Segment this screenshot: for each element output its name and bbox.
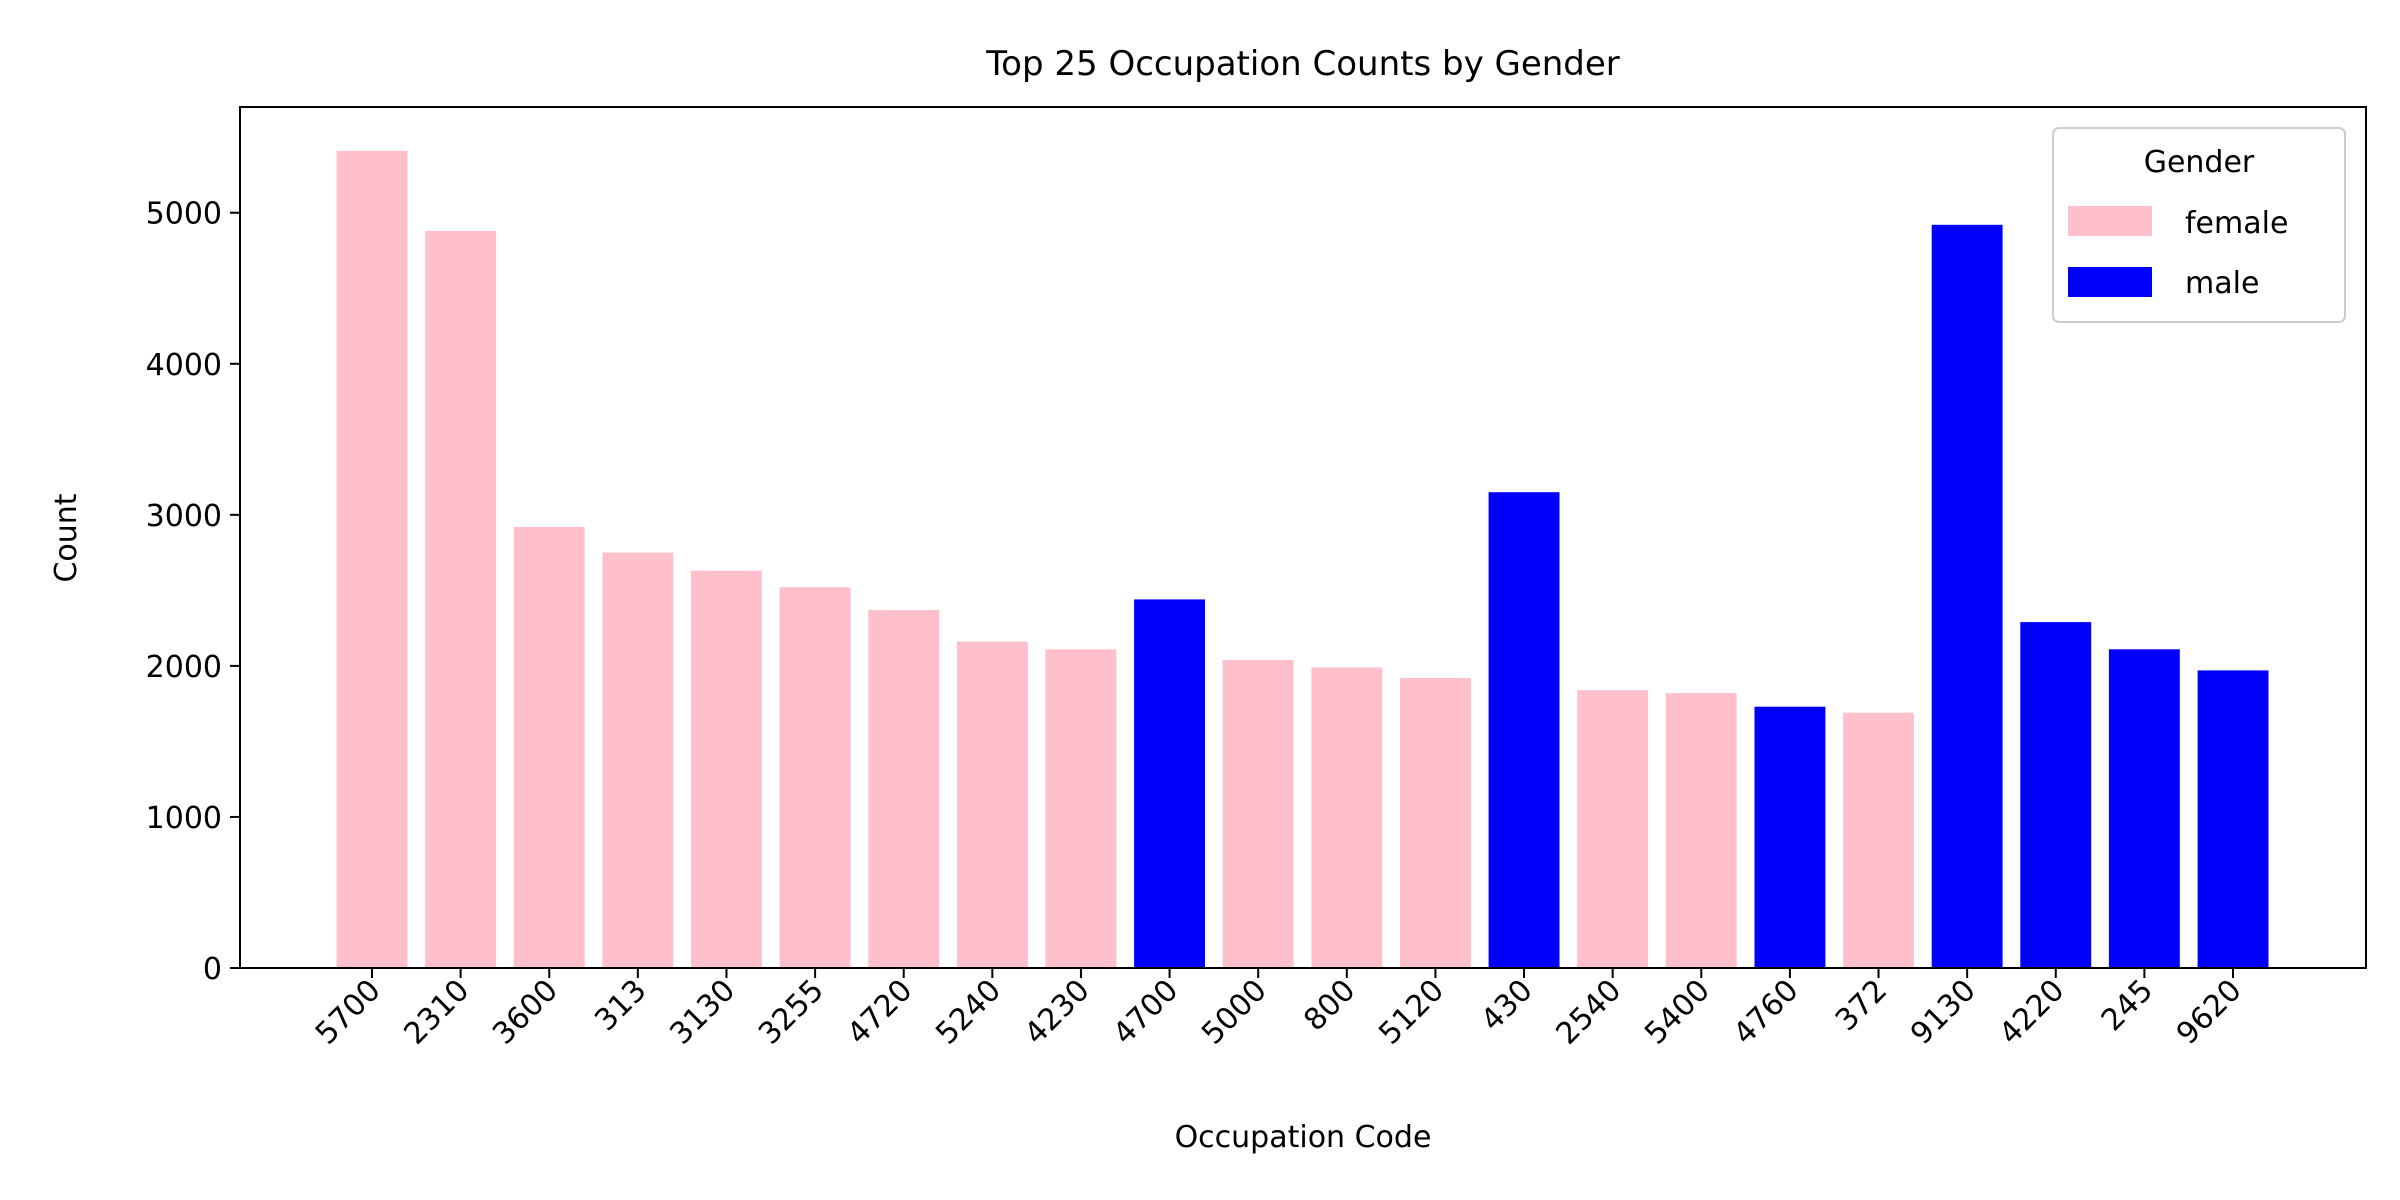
x-axis: 5700 2310 3600 313 3130 3255 4720 5240 4230 4700 5… <box>309 968 2249 1052</box>
x-tick-label-4220: 4220 <box>1993 973 2072 1052</box>
y-tick-label-3000: 3000 <box>146 499 222 534</box>
bar-9130 <box>1931 224 2003 969</box>
x-tick-label-9130: 9130 <box>1904 973 1983 1052</box>
legend-title: Gender <box>2144 145 2255 180</box>
x-tick-label-5000: 5000 <box>1195 973 1274 1052</box>
legend-label-female: female <box>2185 206 2288 241</box>
bars-group <box>336 150 2269 969</box>
x-tick-label-5240: 5240 <box>929 973 1008 1052</box>
x-tick-label-9620: 9620 <box>2170 973 2249 1052</box>
x-tick-label-4700: 4700 <box>1106 973 1185 1052</box>
legend-swatch-male <box>2068 267 2152 297</box>
bar-2540 <box>1577 690 1649 968</box>
y-tick-label-0: 0 <box>203 952 222 987</box>
x-tick-label-4760: 4760 <box>1727 973 1806 1052</box>
plot-frame <box>239 106 2367 969</box>
x-tick-label-5400: 5400 <box>1638 973 1717 1052</box>
y-tick-label-4000: 4000 <box>146 348 222 383</box>
x-tick-label-313: 313 <box>588 973 653 1038</box>
bar-5700 <box>336 150 408 969</box>
y-tick-label-2000: 2000 <box>146 650 222 685</box>
x-axis-label: Occupation Code <box>1175 1120 1432 1155</box>
bar-245 <box>2108 649 2180 968</box>
bar-4230 <box>1045 649 1117 968</box>
bar-3600 <box>513 526 585 968</box>
x-tick-label-430: 430 <box>1474 973 1539 1038</box>
x-tick-label-245: 245 <box>2095 973 2160 1038</box>
bar-4220 <box>2020 622 2092 968</box>
y-axis: 0 1000 2000 3000 4000 5000 <box>146 197 240 987</box>
legend-label-male: male <box>2185 266 2259 301</box>
bar-2310 <box>425 230 497 968</box>
x-tick-label-800: 800 <box>1297 973 1362 1038</box>
bar-5240 <box>956 641 1028 968</box>
x-tick-label-372: 372 <box>1829 973 1894 1038</box>
bar-313 <box>602 552 674 968</box>
bar-4720 <box>868 610 940 968</box>
bar-430 <box>1488 492 1560 968</box>
legend: Gender female male <box>2052 127 2346 323</box>
chart-title: Top 25 Occupation Counts by Gender <box>985 44 1620 84</box>
bar-9620 <box>2197 670 2269 968</box>
x-tick-label-3130: 3130 <box>663 973 742 1052</box>
bar-3130 <box>691 570 762 968</box>
bar-5000 <box>1222 659 1294 968</box>
y-tick-label-5000: 5000 <box>146 197 222 232</box>
x-tick-label-4230: 4230 <box>1018 973 1097 1052</box>
y-axis-label: Count <box>49 493 84 582</box>
bar-5120 <box>1400 678 1471 968</box>
bar-800 <box>1311 667 1383 968</box>
x-tick-label-3255: 3255 <box>752 973 831 1052</box>
y-tick-label-1000: 1000 <box>146 801 222 836</box>
bar-5400 <box>1665 693 1737 968</box>
x-tick-label-5700: 5700 <box>309 973 388 1052</box>
x-tick-label-3600: 3600 <box>486 973 565 1052</box>
bar-372 <box>1843 712 1914 968</box>
bar-4700 <box>1134 599 1205 968</box>
x-tick-label-2310: 2310 <box>398 973 477 1052</box>
x-tick-label-2540: 2540 <box>1550 973 1629 1052</box>
bar-3255 <box>779 587 851 968</box>
legend-swatch-female <box>2068 206 2152 236</box>
bar-4760 <box>1754 706 1826 968</box>
x-tick-label-4720: 4720 <box>841 973 920 1052</box>
x-tick-label-5120: 5120 <box>1372 973 1451 1052</box>
